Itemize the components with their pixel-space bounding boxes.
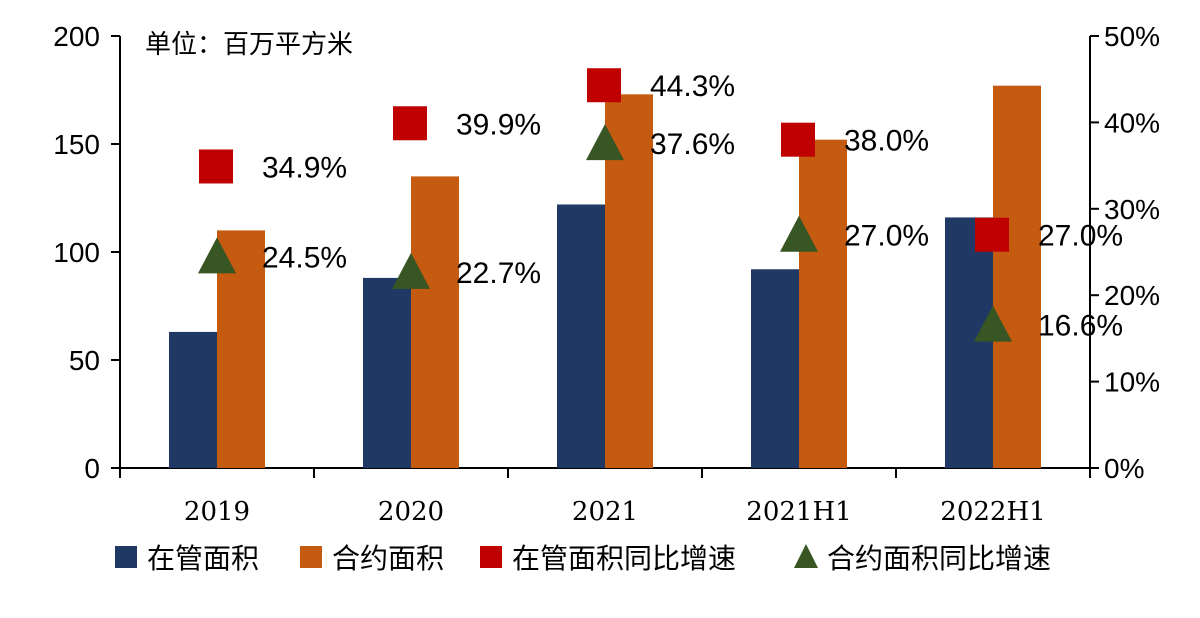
data-label-managed-growth: 38.0% [844,125,929,158]
left-tick-label: 150 [53,129,100,160]
bar-managed-area [169,331,217,468]
legend-swatch [480,546,502,568]
right-tick-label: 50% [1104,21,1160,52]
legend-swatch [115,546,137,568]
bar-contracted-area [993,85,1041,469]
x-tick-label: 2020 [378,497,444,527]
left-tick-label: 100 [53,237,100,268]
right-tick-label: 20% [1104,280,1160,311]
right-tick-label: 30% [1104,194,1160,225]
right-tick-label: 40% [1104,107,1160,138]
bars [169,85,1041,469]
marker-contracted-growth [974,305,1012,342]
data-label-contracted-growth: 37.6% [650,128,735,161]
data-label-managed-growth: 44.3% [650,70,735,103]
data-label-contracted-growth: 24.5% [262,241,347,274]
x-tick-label: 2021H1 [746,497,851,527]
data-labels: 34.9% 24.5% 39.9% 22.7% 44.3% 37.6% 38.0% 27.0%… [262,70,1123,342]
left-tick-label: 0 [84,453,100,484]
x-tick-label: 2022H1 [940,497,1045,527]
legend-label: 在管面积同比增速 [512,542,736,575]
data-label-managed-growth: 27.0% [1038,220,1123,253]
marker-contracted-growth [198,237,236,274]
data-label-managed-growth: 39.9% [456,108,541,141]
data-label-contracted-growth: 16.6% [1038,310,1123,343]
axes: 0 50 100 150 200 0% 10% 20% 30% 40% 50% 2019 2020 202… [53,21,1160,527]
unit-label: 单位：百万平方米 [145,30,353,60]
markers [198,68,1012,342]
legend-swatch [794,544,818,568]
bar-managed-area [557,204,605,469]
marker-contracted-growth [392,252,430,289]
bar-contracted-area [799,139,847,468]
x-tick-label: 2019 [184,497,250,527]
right-tick-label: 10% [1104,367,1160,398]
marker-managed-growth [199,149,233,184]
legend-swatch [300,546,322,568]
legend-label: 合约面积 [332,542,444,575]
x-tick-label: 2021 [572,497,638,527]
marker-managed-growth [587,68,621,103]
legend-label: 合约面积同比增速 [827,542,1051,575]
marker-contracted-growth [586,124,624,161]
data-label-managed-growth: 34.9% [262,151,347,184]
data-label-contracted-growth: 22.7% [456,257,541,290]
data-label-contracted-growth: 27.0% [844,220,929,253]
bar-contracted-area [411,176,459,468]
bar-managed-area [945,217,993,468]
marker-managed-growth [393,106,427,141]
marker-contracted-growth [780,215,818,252]
right-tick-label: 0% [1104,453,1144,484]
left-tick-label: 200 [53,21,100,52]
bar-managed-area [363,277,411,468]
legend-label: 在管面积 [147,542,259,575]
marker-managed-growth [781,122,815,157]
marker-managed-growth [975,217,1009,252]
left-tick-label: 50 [69,345,100,376]
bar-managed-area [751,269,799,468]
legend: 在管面积 合约面积 在管面积同比增速 合约面积同比增速 [115,542,1051,575]
